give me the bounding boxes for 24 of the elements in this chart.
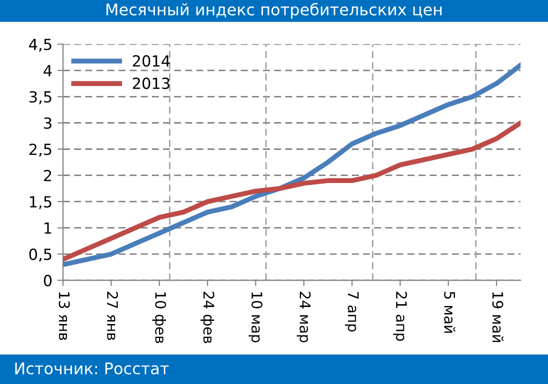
text: Источник: Росстат — [15, 362, 169, 374]
x-tick-label: 27 янв — [107, 292, 118, 340]
x-tick-label: 19 май — [492, 292, 504, 342]
y-tick-label: 2 — [44, 170, 52, 182]
y-tick-label: 3 — [44, 117, 52, 129]
x-tick-label: 10 мар — [248, 292, 262, 342]
legend-label: 2014 — [132, 55, 170, 67]
y-tick-label: 3,5 — [29, 91, 52, 104]
x-tick-label: 21 апр — [393, 292, 407, 341]
x-tick-label: 13 янв — [58, 292, 70, 340]
y-tick-label: 2,5 — [29, 144, 52, 157]
y-tick-label: 0,5 — [29, 248, 52, 262]
x-tick-label: 24 мар — [296, 292, 311, 342]
x-tick-label: 7 апр — [344, 292, 359, 332]
legend-label: 2013 — [132, 78, 170, 90]
chart-title: Месячный индекс потребительских цен — [106, 2, 442, 19]
y-tick-label: 0 — [44, 274, 52, 286]
y-tick-label: 1,5 — [30, 196, 52, 210]
y-tick-label: 4 — [44, 65, 52, 76]
x-tick-label: 5 май — [444, 292, 456, 333]
y-tick-label: 1 — [44, 222, 52, 234]
y-tick-label: 4,5 — [29, 38, 52, 52]
x-tick-label: 10 фев — [152, 292, 166, 344]
x-tick-label: 24 фев — [200, 292, 214, 344]
